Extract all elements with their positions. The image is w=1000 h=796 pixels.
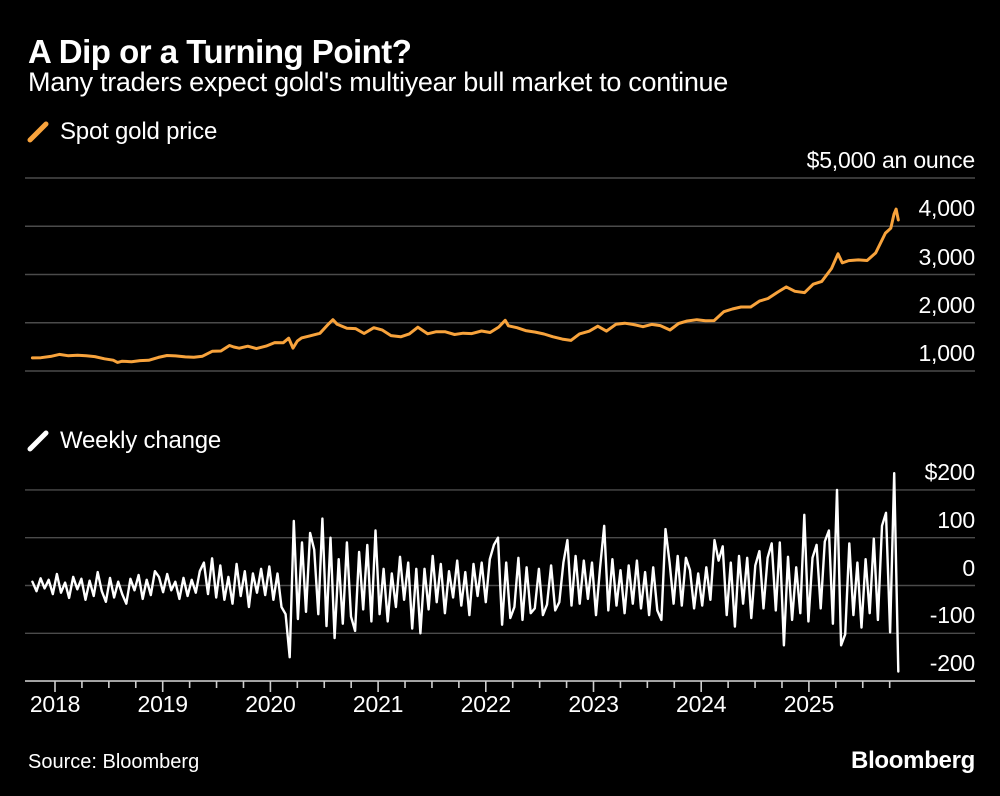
y-axis-label: 4,000	[918, 195, 975, 222]
x-axis-label: 2025	[783, 691, 835, 717]
y-axis-label: $5,000 an ounce	[806, 147, 976, 173]
y-axis-label: 0	[962, 554, 975, 581]
y-axis-label: $200	[924, 458, 976, 485]
x-axis-label: 2024	[676, 691, 727, 717]
y-axis-label: 1,000	[918, 340, 975, 366]
legend-weekly-change-label: Weekly change	[60, 427, 222, 454]
y-axis-label: 3,000	[918, 243, 975, 270]
weekly-change-line	[31, 472, 900, 673]
bloomberg-logo: Bloomberg	[851, 747, 975, 774]
y-axis-label: -200	[929, 650, 975, 677]
legend-spot-gold-price-label: Spot gold price	[60, 118, 218, 145]
y-axis-label: 2,000	[918, 291, 975, 318]
x-axis-label: 2018	[29, 691, 81, 717]
chart-title: A Dip or a Turning Point?	[28, 33, 412, 70]
chart-subtitle: Many traders expect gold's multiyear bul…	[28, 67, 728, 97]
legend-weekly-change: Weekly change	[26, 427, 221, 455]
spot-gold-price-line	[30, 207, 900, 364]
x-axis-label: 2019	[137, 691, 189, 717]
legend-spot-gold-price: Spot gold price	[26, 118, 217, 146]
white-line-swatch-icon	[27, 430, 49, 452]
x-axis-label: 2023	[568, 691, 619, 717]
y-axis-label: -100	[929, 602, 975, 629]
y-axis-label: 100	[937, 506, 975, 533]
x-axis-label: 2022	[460, 691, 512, 717]
x-axis-label: 2020	[245, 691, 296, 717]
x-axis-label: 2021	[352, 691, 404, 717]
gold-line-swatch-icon	[27, 121, 49, 143]
source-note: Source: Bloomberg	[28, 751, 200, 773]
